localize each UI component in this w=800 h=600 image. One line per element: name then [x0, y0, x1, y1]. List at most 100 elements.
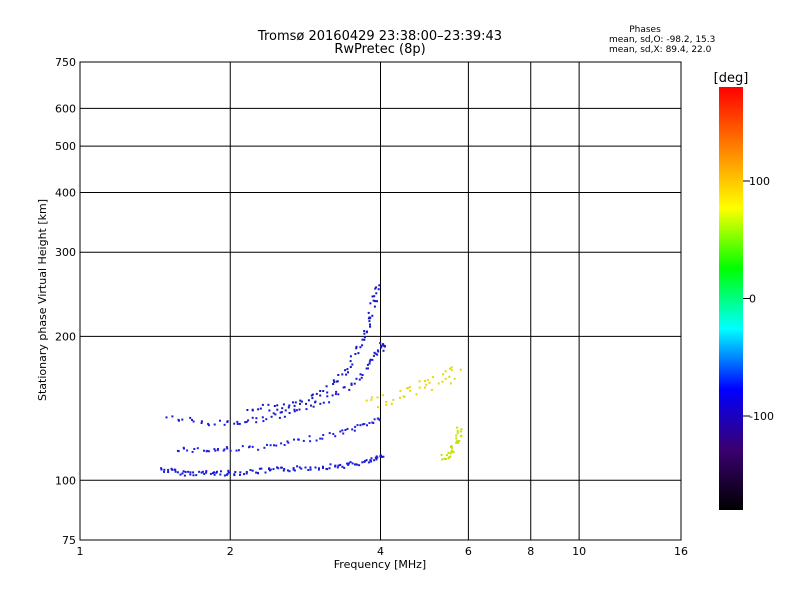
data-point — [246, 409, 249, 411]
data-point — [229, 449, 232, 452]
data-point — [356, 424, 359, 427]
data-point — [378, 419, 381, 422]
data-point — [307, 399, 310, 402]
data-point — [300, 467, 303, 470]
data-point — [270, 415, 273, 418]
y-tick-label: 75 — [62, 534, 76, 547]
data-point — [341, 373, 344, 376]
data-point — [363, 338, 366, 341]
data-point — [377, 350, 380, 353]
data-point — [373, 418, 376, 421]
data-point — [309, 468, 312, 471]
data-point — [283, 415, 286, 418]
data-point — [216, 470, 218, 473]
data-point — [181, 418, 184, 421]
data-point — [259, 407, 262, 410]
data-point — [174, 468, 177, 471]
data-point — [342, 432, 345, 435]
data-point — [376, 396, 379, 399]
data-point — [354, 353, 357, 355]
data-point — [371, 421, 374, 424]
data-point — [375, 286, 378, 289]
data-point — [447, 457, 450, 460]
data-point — [376, 456, 379, 459]
data-point — [272, 468, 275, 471]
data-point — [337, 374, 340, 376]
data-point — [380, 455, 383, 458]
data-point — [163, 470, 165, 473]
data-point — [349, 461, 352, 464]
data-point — [360, 376, 363, 379]
data-point — [455, 437, 458, 440]
data-point — [176, 471, 179, 474]
data-point — [239, 471, 242, 474]
data-point — [455, 434, 458, 437]
data-point — [160, 467, 163, 470]
data-point — [234, 471, 237, 473]
data-point — [213, 473, 216, 476]
data-point — [359, 424, 362, 427]
data-point — [322, 390, 325, 392]
data-point — [241, 445, 244, 448]
data-point — [223, 474, 226, 477]
y-tick-label: 600 — [55, 102, 76, 115]
data-point — [370, 398, 373, 401]
data-point — [277, 467, 280, 470]
data-point — [343, 466, 346, 469]
data-point — [193, 448, 196, 450]
colorbar-label: [deg] — [714, 71, 749, 86]
data-point — [273, 444, 275, 447]
data-point — [245, 471, 248, 473]
data-point — [219, 419, 221, 422]
data-point — [406, 387, 409, 390]
data-point — [376, 300, 378, 303]
x-tick-label: 4 — [377, 545, 384, 558]
data-point — [346, 427, 349, 430]
tick-labels: 1 2 4 6 8 10 16 75 100 200 300 400 500 600 750 — [55, 56, 688, 558]
data-point — [304, 466, 307, 469]
data-point — [181, 472, 184, 475]
data-point — [273, 405, 276, 407]
data-point — [369, 358, 372, 361]
data-point — [226, 472, 229, 475]
data-point — [365, 399, 368, 402]
data-point — [279, 411, 282, 414]
data-point — [361, 461, 364, 464]
data-point — [322, 401, 325, 404]
data-point — [225, 473, 228, 476]
data-point — [361, 374, 364, 376]
data-point — [295, 409, 298, 412]
data-point — [355, 377, 358, 380]
data-point — [363, 423, 366, 425]
data-point — [299, 402, 301, 405]
x-tick-label: 8 — [527, 545, 534, 558]
data-point — [385, 401, 388, 403]
data-point — [350, 382, 353, 385]
data-point — [325, 385, 328, 388]
y-tick-label: 300 — [55, 246, 76, 259]
data-point — [282, 469, 285, 472]
data-point — [263, 446, 266, 449]
data-point — [322, 465, 324, 468]
data-point — [255, 417, 258, 420]
data-point — [309, 466, 312, 469]
data-point — [261, 416, 264, 419]
data-point — [238, 422, 241, 425]
data-point — [372, 299, 375, 302]
data-point — [374, 287, 377, 290]
data-point — [233, 422, 236, 425]
data-point — [225, 446, 228, 449]
data-point — [236, 423, 239, 425]
data-point — [189, 473, 192, 476]
data-point — [459, 430, 462, 433]
data-point — [371, 358, 374, 361]
data-point — [191, 450, 194, 453]
data-point — [351, 363, 354, 366]
data-point — [375, 455, 378, 458]
data-point — [350, 383, 353, 386]
data-point — [257, 408, 260, 411]
x-tick-label: 16 — [674, 545, 688, 558]
data-point — [228, 471, 231, 474]
data-point — [349, 355, 352, 358]
data-point — [243, 473, 245, 476]
